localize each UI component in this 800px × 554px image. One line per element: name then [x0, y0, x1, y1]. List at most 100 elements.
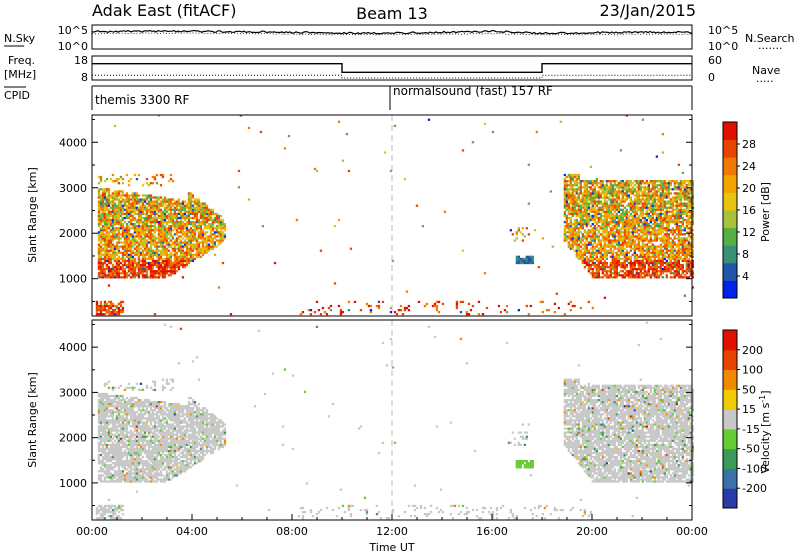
range-cell [133, 218, 137, 222]
range-cell [97, 427, 101, 430]
range-cell [109, 474, 113, 477]
range-cell [103, 204, 107, 207]
range-cell [655, 184, 658, 187]
range-cell [661, 263, 664, 267]
range-cell [107, 231, 111, 234]
range-cell [625, 243, 628, 246]
range-cell [665, 200, 668, 203]
range-cell [691, 204, 694, 207]
range-cell [597, 229, 600, 232]
range-cell [603, 243, 606, 246]
range-cell [141, 198, 145, 201]
range-cell [651, 245, 654, 248]
range-cell [159, 268, 163, 271]
range-cell [601, 210, 604, 213]
range-cell [659, 192, 662, 195]
range-cell [603, 216, 606, 220]
range-cell [665, 245, 668, 248]
range-cell [575, 188, 578, 191]
range-cell [483, 272, 487, 275]
range-cell [97, 202, 101, 205]
range-cell [617, 223, 620, 226]
range-cell [117, 214, 121, 218]
range-cell [125, 255, 129, 258]
range-cell [613, 235, 616, 238]
range-cell [645, 227, 648, 230]
range-cell [581, 196, 584, 199]
range-cell [585, 237, 588, 240]
range-cell [605, 194, 608, 197]
range-cell [629, 241, 632, 244]
range-cell [171, 266, 175, 269]
range-cell [157, 221, 161, 224]
range-cell [141, 206, 145, 209]
range-cell [155, 208, 159, 211]
range-cell [649, 257, 652, 261]
range-cell [607, 221, 610, 224]
range-cell [589, 237, 592, 240]
range-cell [159, 270, 163, 273]
range-cell [605, 180, 608, 183]
range-cell [155, 206, 159, 209]
colorbar-tick-label: 28 [742, 138, 756, 151]
range-cell [133, 223, 137, 226]
range-cell [101, 206, 105, 209]
range-cell [605, 270, 608, 273]
range-cell [107, 380, 111, 383]
range-cell [193, 243, 197, 246]
range-cell [103, 392, 107, 396]
range-cell [155, 204, 159, 207]
range-cell [183, 225, 187, 228]
range-cell [131, 266, 135, 269]
range-cell [575, 212, 578, 216]
range-cell [113, 253, 117, 256]
range-cell [685, 245, 688, 248]
range-cell [101, 216, 105, 220]
range-cell [191, 239, 195, 242]
range-cell [165, 249, 169, 252]
range-cell [659, 259, 662, 263]
range-cell [573, 225, 576, 228]
range-cell [111, 202, 115, 205]
range-cell [151, 208, 155, 211]
range-cell [127, 259, 131, 263]
range-cell [151, 212, 155, 216]
range-cell [565, 214, 568, 218]
range-cell [667, 249, 670, 252]
ytick-label: 1000 [59, 273, 87, 286]
range-cell [669, 180, 672, 183]
range-cell [669, 257, 672, 261]
range-cell [193, 208, 197, 211]
range-cell [625, 249, 628, 252]
range-cell [639, 276, 642, 279]
range-cell [605, 263, 608, 267]
range-cell [661, 227, 664, 230]
range-cell [201, 243, 205, 246]
range-cell [101, 237, 105, 240]
range-cell [571, 235, 574, 238]
range-cell [119, 227, 123, 230]
range-cell [209, 225, 213, 228]
range-cell [125, 253, 129, 256]
range-cell [237, 186, 241, 189]
range-cell [677, 237, 680, 240]
range-cell [181, 225, 185, 228]
range-cell [193, 212, 197, 216]
range-cell [671, 255, 674, 258]
range-cell [673, 188, 676, 191]
range-cell [117, 221, 121, 224]
range-cell [589, 225, 592, 228]
range-cell [679, 266, 682, 269]
range-cell [597, 200, 600, 203]
range-cell [117, 247, 121, 250]
range-cell [97, 249, 101, 252]
range-cell [669, 251, 672, 254]
range-cell [609, 251, 612, 254]
range-cell [103, 480, 107, 483]
range-cell [195, 210, 199, 213]
range-cell [193, 216, 197, 220]
range-cell [205, 212, 209, 216]
range-cell [657, 227, 660, 230]
range-cell [505, 311, 509, 314]
range-cell [577, 208, 580, 211]
